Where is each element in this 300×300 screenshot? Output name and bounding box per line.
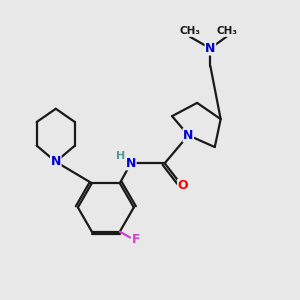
Text: N: N: [51, 155, 61, 168]
Text: F: F: [132, 233, 140, 246]
Text: N: N: [205, 42, 215, 55]
Text: O: O: [178, 179, 188, 192]
Text: N: N: [126, 157, 136, 170]
Text: H: H: [116, 151, 125, 161]
Text: CH₃: CH₃: [179, 26, 200, 36]
Text: N: N: [183, 129, 194, 142]
Text: CH₃: CH₃: [216, 26, 237, 36]
